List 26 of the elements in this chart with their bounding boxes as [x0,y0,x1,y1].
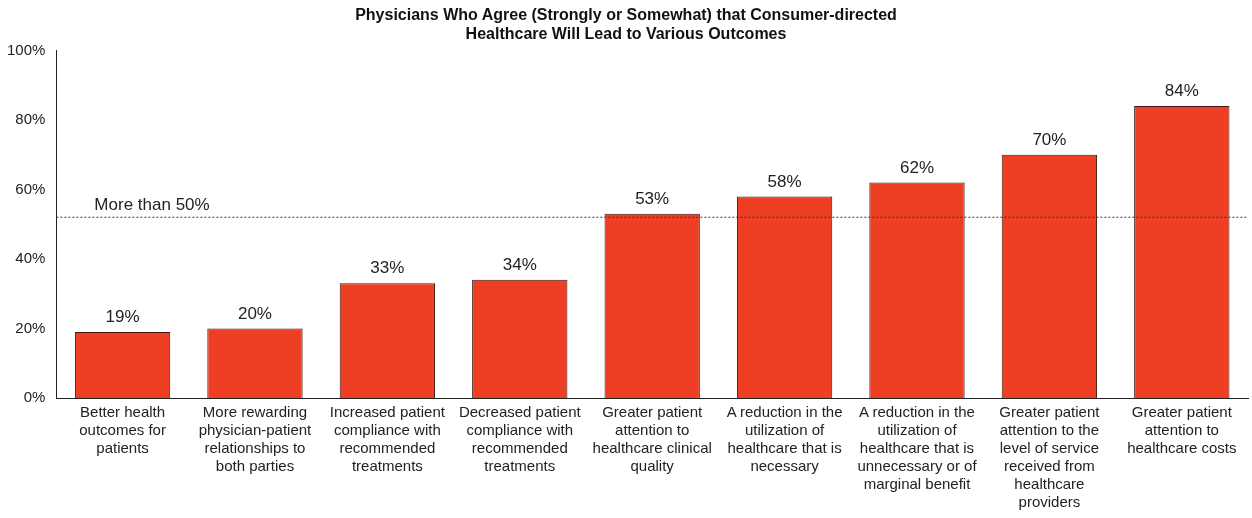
x-tick-label: More rewarding physician-patient relationships to both parties [198,403,313,475]
y-tick-label: 20% [15,318,46,336]
data-label: 53% [635,188,670,208]
y-tick-label: 80% [15,110,46,128]
x-tick-label: A reduction in the utilization of healthcare that is unnecessary or of marginal benefit [857,403,978,493]
x-tick-label: Greater patient attention to healthcare clinical quality [592,403,712,475]
x-tick-label: Decreased patient compliance with recommended treatments [458,403,582,475]
data-label: 19% [105,307,140,327]
data-label: 58% [767,171,802,191]
x-tick-label: A reduction in the utilization of healthcare that is necessary [726,403,843,475]
data-label: 20% [237,303,272,323]
ref-line-label: More than 50% [94,195,210,215]
y-tick-label: 60% [15,179,46,197]
data-label: 34% [502,255,537,274]
data-label: 33% [370,258,405,278]
data-label: 62% [899,157,935,177]
x-tick-label: Increased patient compliance with recommended treatments [329,403,446,475]
x-tick-label: Greater patient attention to the level of service received from healthcare providers [999,403,1101,511]
x-tick-label: Greater patient attention to healthcare costs [1127,403,1237,457]
y-tick-label: 40% [15,249,46,267]
data-label: 84% [1164,81,1199,101]
chart-title: Physicians Who Agree (Strongly or Somewhat) that Consumer-directed Healthcare Will Lead to Various Outcomes [355,6,897,43]
y-tick-label: 100% [6,40,46,58]
x-tick-label: Better health outcomes for patients [79,403,166,457]
y-tick-label: 0% [23,388,46,406]
data-label: 70% [1032,129,1067,149]
